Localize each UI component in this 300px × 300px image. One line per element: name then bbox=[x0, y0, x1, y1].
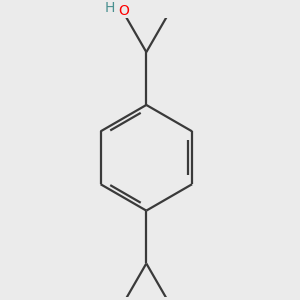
Text: O: O bbox=[118, 4, 130, 18]
Text: H: H bbox=[104, 1, 115, 15]
